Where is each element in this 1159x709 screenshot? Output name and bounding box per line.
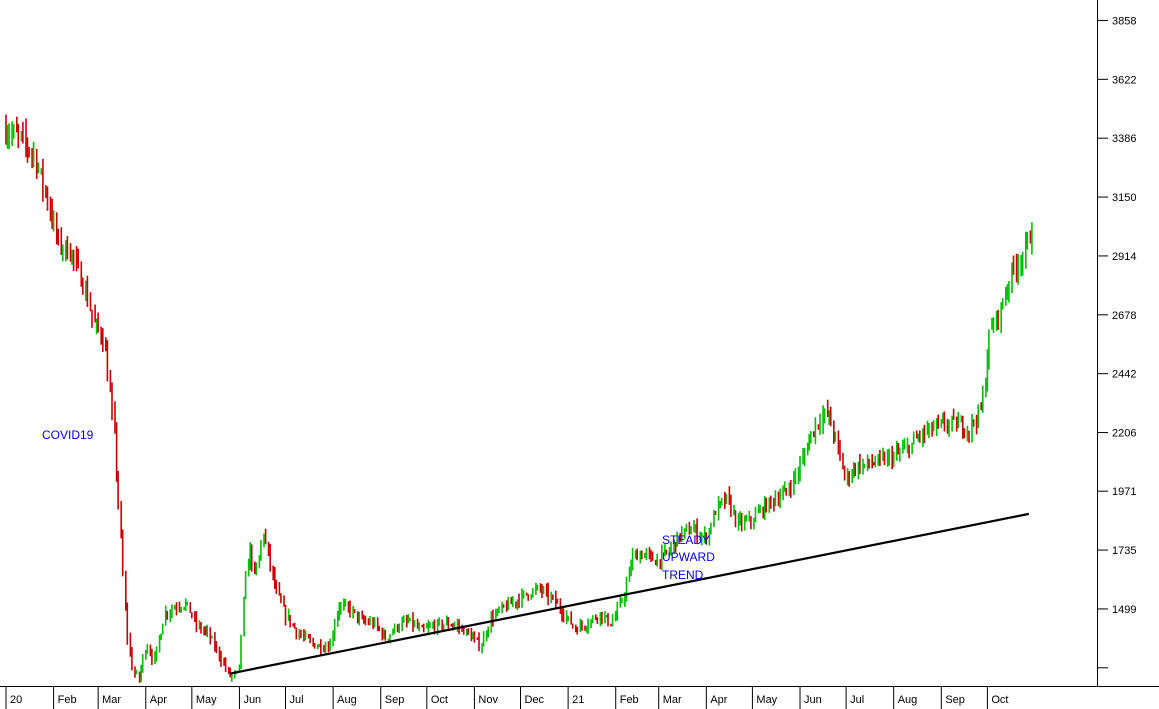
x-tick-label: Aug — [337, 694, 357, 706]
trend-line — [230, 512, 1030, 675]
x-tick-label: Apr — [710, 694, 727, 706]
x-tick-label: Oct — [991, 694, 1008, 706]
plot-area — [5, 114, 1033, 683]
y-tick-label: 3622 — [1112, 74, 1136, 86]
y-tick-label: 2678 — [1112, 310, 1136, 322]
x-tick-label: Jun — [804, 694, 822, 706]
x-tick-label: May — [196, 694, 217, 706]
x-axis: 20 Feb Mar Apr May Jun Jul Aug Sep Oct Nov Dec 21 Feb… — [5, 686, 1009, 709]
y-tick-label: 3858 — [1112, 15, 1136, 27]
x-tick-label: Oct — [431, 694, 448, 706]
x-tick-label: Sep — [385, 694, 405, 706]
annotation-covid19: COVID19 — [42, 428, 94, 442]
x-tick-label: 20 — [10, 694, 22, 706]
x-tick-label: Sep — [945, 694, 965, 706]
x-tick-label: Feb — [620, 694, 639, 706]
y-tick-label: 3150 — [1112, 192, 1136, 204]
x-tick-label: Feb — [58, 694, 77, 706]
y-tick-label: 3386 — [1112, 133, 1136, 145]
x-tick-label: Jul — [850, 694, 864, 706]
x-tick-label: Mar — [102, 694, 121, 706]
y-axis: 3858 3622 3386 3150 2914 2678 2442 2206 1971 1735… — [1097, 15, 1136, 669]
y-tick-label: 1971 — [1112, 486, 1136, 498]
y-tick-label: 2914 — [1112, 251, 1136, 263]
x-tick-label: 21 — [572, 694, 584, 706]
x-tick-label: May — [756, 694, 777, 706]
y-tick-label: 2442 — [1112, 369, 1136, 381]
x-tick-label: Mar — [663, 694, 682, 706]
annotation-steady: STEADY — [662, 533, 710, 547]
y-tick-label: 1499 — [1112, 604, 1136, 616]
y-tick-label: 2206 — [1112, 428, 1136, 440]
y-tick-label: 1735 — [1112, 545, 1136, 557]
x-tick-label: Jul — [290, 694, 304, 706]
x-tick-label: Dec — [525, 694, 545, 706]
annotation-upward: UPWARD — [662, 550, 715, 564]
annotations: COVID19 STEADY UPWARD TREND — [42, 428, 715, 582]
x-tick-label: Aug — [898, 694, 918, 706]
x-tick-label: Jun — [243, 694, 261, 706]
annotation-trend: TREND — [662, 568, 704, 582]
x-tick-label: Nov — [478, 694, 498, 706]
x-tick-label: Apr — [150, 694, 167, 706]
